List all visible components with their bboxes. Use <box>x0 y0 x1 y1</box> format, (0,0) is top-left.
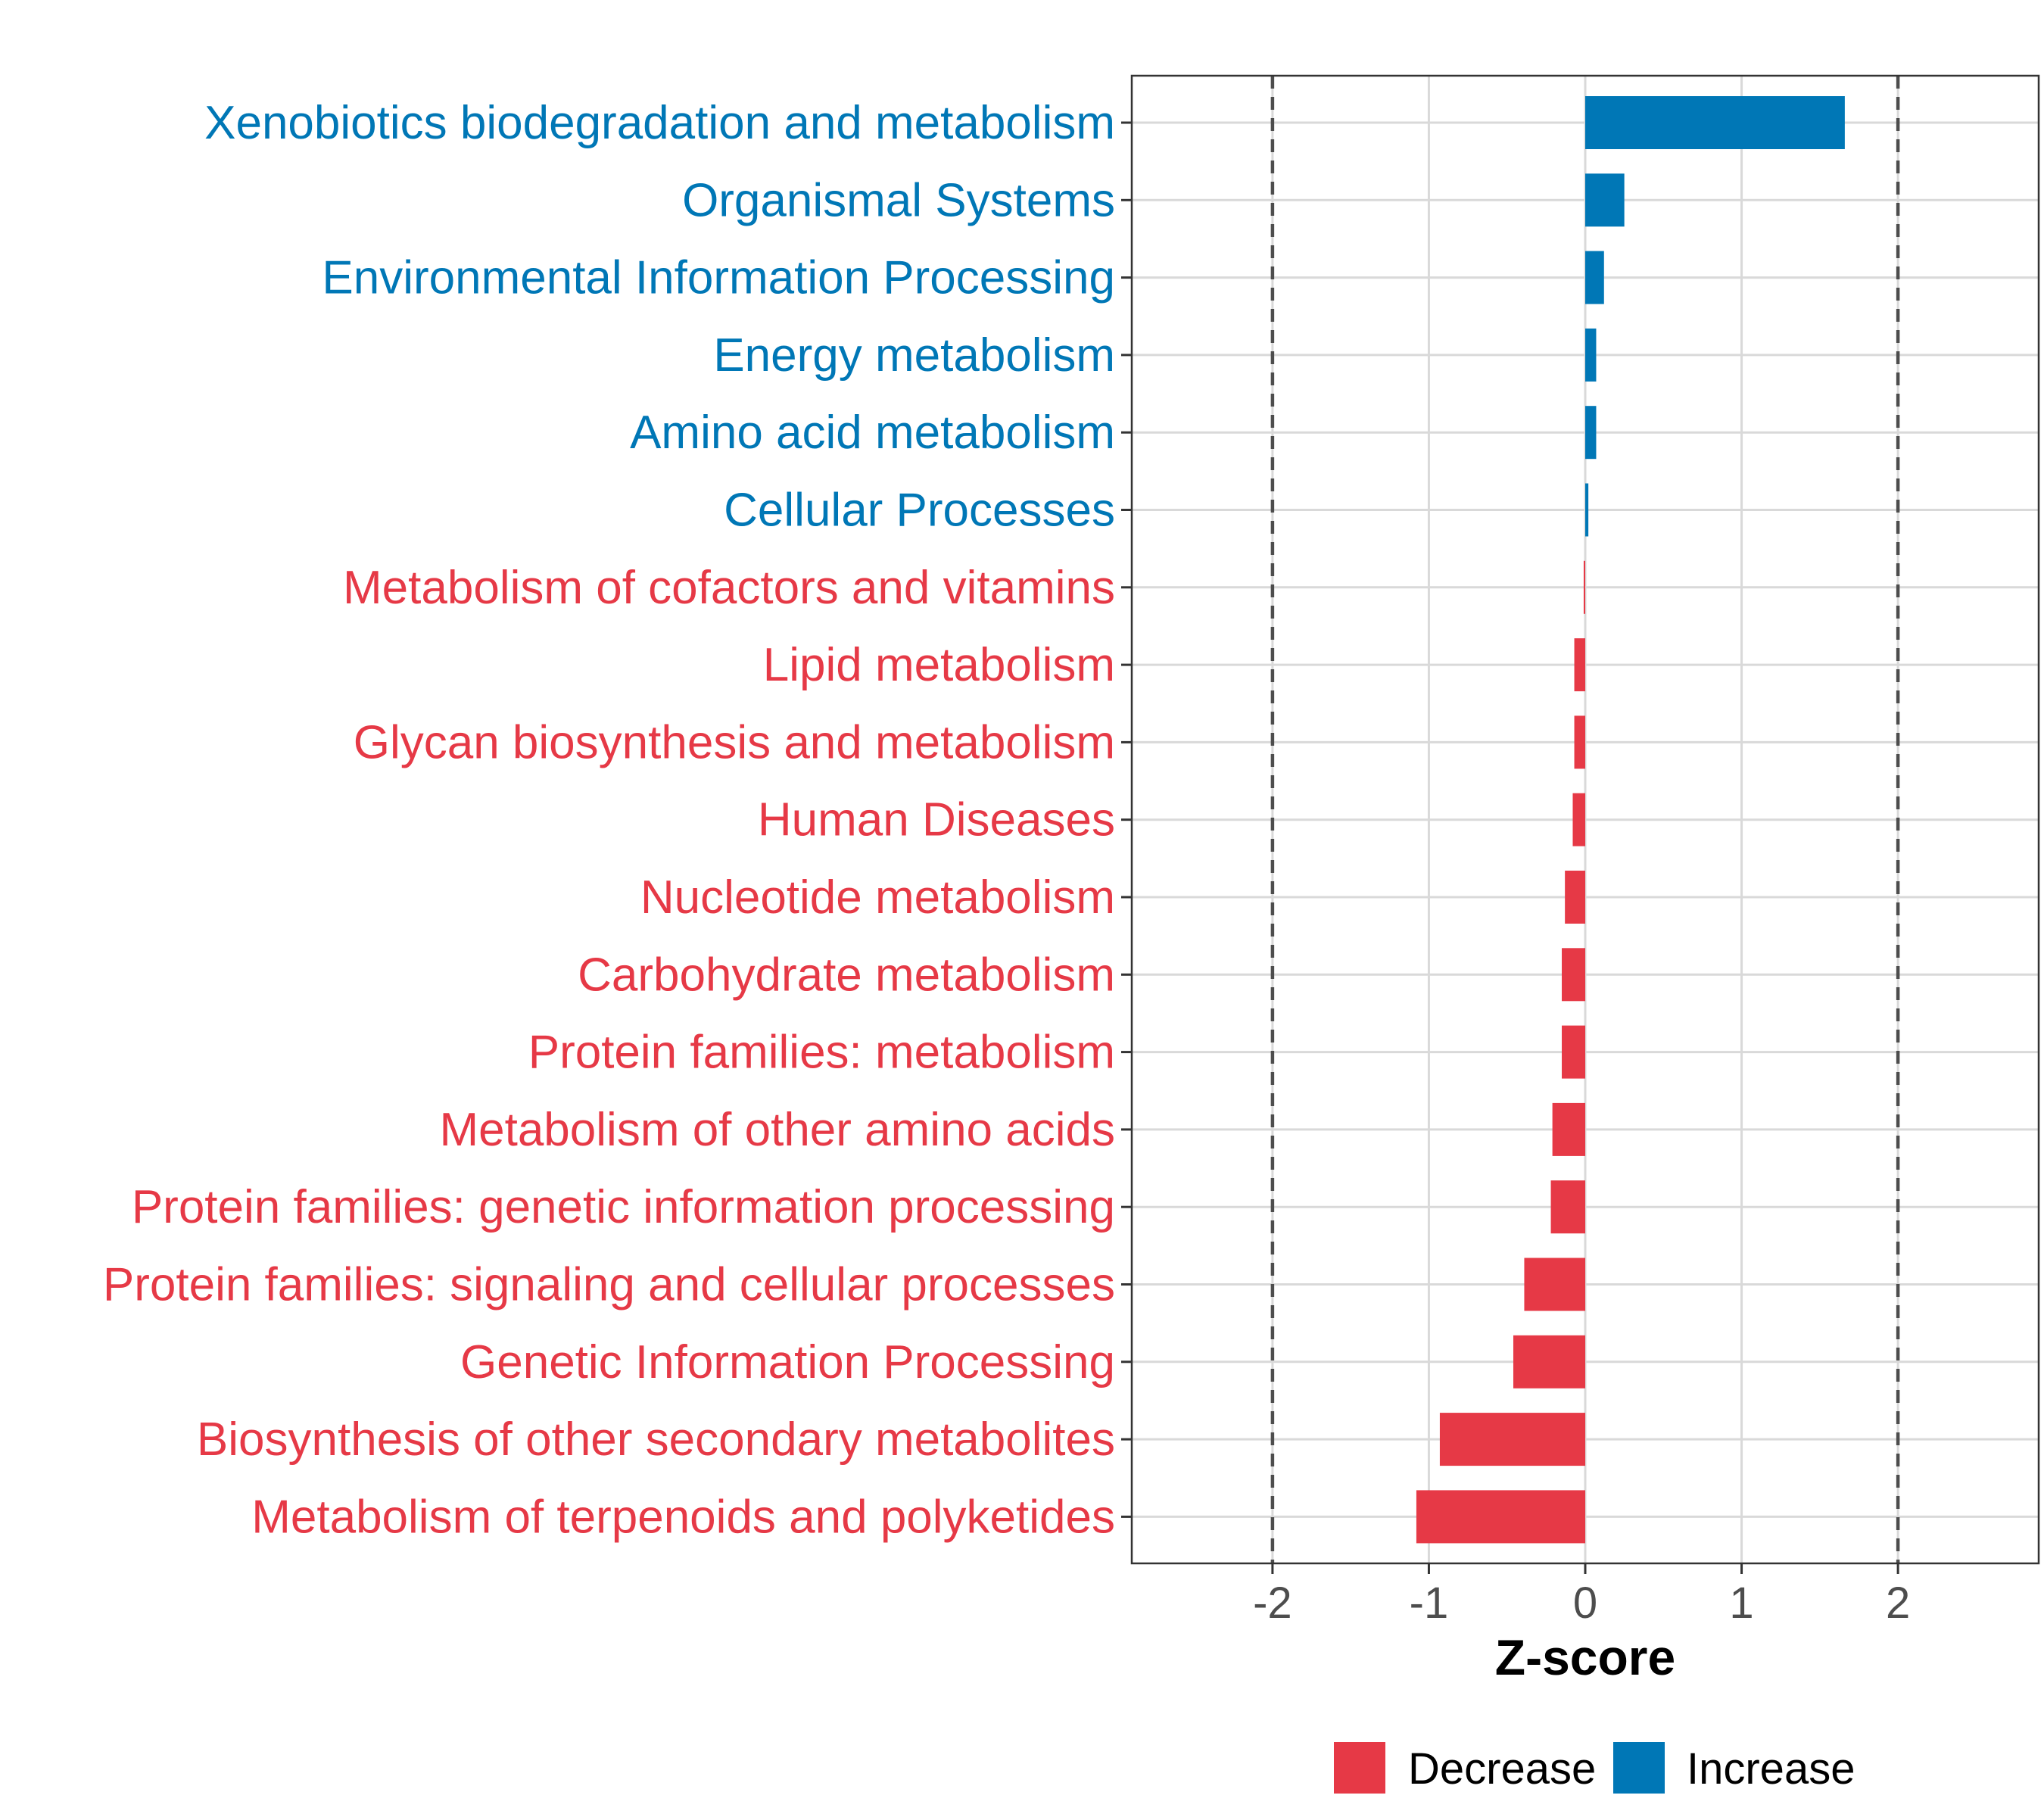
bar <box>1585 328 1597 382</box>
bar <box>1572 793 1585 846</box>
bar <box>1585 483 1589 537</box>
category-label: Biosynthesis of other secondary metaboli… <box>197 1413 1115 1466</box>
bar <box>1552 1102 1585 1156</box>
bar <box>1585 96 1845 149</box>
category-label: Amino acid metabolism <box>630 407 1115 459</box>
bar <box>1585 173 1625 227</box>
category-label: Metabolism of other amino acids <box>439 1104 1115 1156</box>
x-axis: -2 -1 0 1 2 <box>1253 1563 1910 1628</box>
bar <box>1585 251 1604 304</box>
category-label: Protein families: genetic information pr… <box>132 1181 1115 1233</box>
category-label: Lipid metabolism <box>763 639 1115 691</box>
legend-label-increase: Increase <box>1687 1744 1855 1794</box>
category-labels: Xenobiotics biodegradation and metabolis… <box>103 97 1115 1543</box>
bar <box>1550 1180 1585 1234</box>
category-label: Organismal Systems <box>682 174 1115 226</box>
legend-key-decrease <box>1334 1742 1385 1794</box>
x-tick-label: -1 <box>1410 1579 1449 1628</box>
category-label: Glycan biosynthesis and metabolism <box>354 716 1115 768</box>
category-label: Protein families: metabolism <box>528 1027 1115 1079</box>
bar <box>1513 1335 1585 1388</box>
category-label: Metabolism of cofactors and vitamins <box>343 562 1115 614</box>
category-label: Carbohydrate metabolism <box>578 949 1115 1001</box>
category-label: Xenobiotics biodegradation and metabolis… <box>204 97 1115 149</box>
bar <box>1416 1490 1585 1544</box>
x-tick-label: 0 <box>1573 1579 1597 1628</box>
bars <box>1416 96 1845 1544</box>
x-tick-label: -2 <box>1253 1579 1292 1628</box>
category-label: Protein families: signaling and cellular… <box>103 1259 1115 1311</box>
x-axis-title: Z-score <box>1495 1629 1675 1685</box>
x-tick-label: 1 <box>1729 1579 1753 1628</box>
category-label: Environmental Information Processing <box>322 252 1115 304</box>
category-label: Energy metabolism <box>713 329 1115 382</box>
bar <box>1439 1413 1585 1466</box>
x-tick-label: 2 <box>1886 1579 1910 1628</box>
category-label: Genetic Information Processing <box>460 1336 1115 1388</box>
category-label: Nucleotide metabolism <box>640 871 1115 924</box>
bar <box>1585 406 1597 460</box>
bar <box>1562 1025 1585 1079</box>
bar <box>1562 948 1585 1002</box>
bar <box>1565 871 1585 924</box>
category-label: Cellular Processes <box>724 485 1115 537</box>
category-label: Human Diseases <box>758 794 1115 846</box>
bar <box>1524 1258 1585 1311</box>
legend-key-increase <box>1613 1742 1665 1794</box>
bar <box>1574 715 1585 769</box>
y-ticks <box>1121 121 1132 1518</box>
category-label: Metabolism of terpenoids and polyketides <box>251 1491 1115 1543</box>
bar <box>1583 560 1585 614</box>
bar <box>1574 638 1585 692</box>
legend-label-decrease: Decrease <box>1408 1744 1596 1794</box>
legend: Decrease Increase <box>1334 1742 1855 1794</box>
reference-lines <box>1270 76 1900 1563</box>
